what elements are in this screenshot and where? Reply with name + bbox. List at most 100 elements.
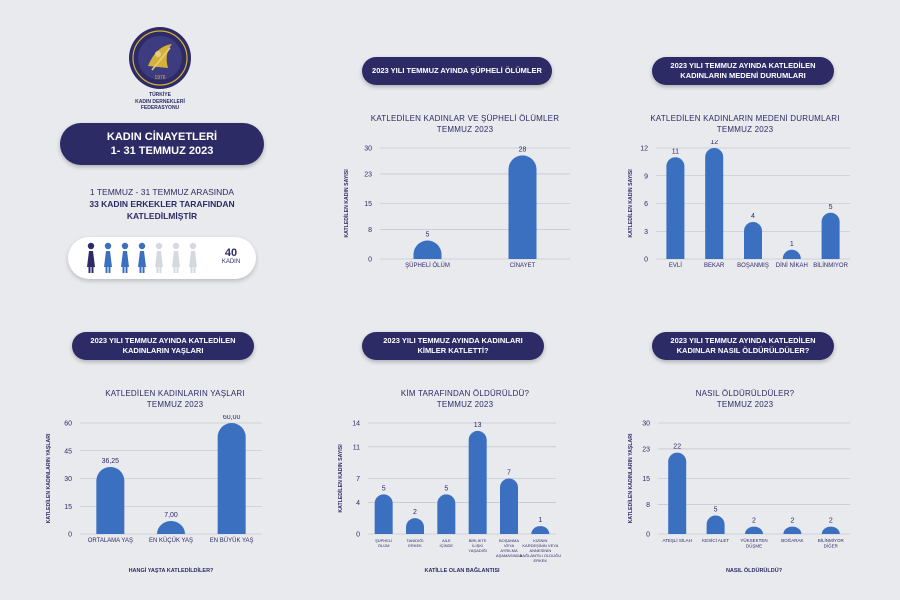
chart-title-methods: NASIL ÖLDÜRÜLDÜLER? TEMMUZ 2023 [695, 389, 795, 409]
x-tick-label: AYRILMA [500, 548, 518, 553]
woman-figure-icon [87, 242, 95, 273]
x-tick-label: ŞÜPHELİ ÖLÜM [405, 262, 450, 269]
data-label: 7 [507, 470, 511, 477]
section-title-ages: 2023 YILI TEMMUZ AYINDA KATLEDİLEN KADIN… [72, 332, 254, 360]
y-tick-label: 23 [642, 446, 650, 453]
x-tick-label: EVLİ [669, 262, 682, 269]
y-tick-label: 15 [642, 476, 650, 483]
bar [157, 521, 185, 534]
x-tick-label: KARDEŞİNİN VEYA [522, 543, 558, 548]
bar [744, 222, 762, 259]
x-tick-label: ATEŞLİ SİLAH [662, 537, 691, 543]
x-tick-label: İÇİNDE [440, 543, 454, 548]
bar [666, 157, 685, 259]
x-tick-label: CİNAYET [510, 262, 536, 269]
data-label: 5 [829, 204, 833, 211]
y-tick-label: 8 [368, 227, 372, 234]
data-label: 7,00 [164, 512, 178, 519]
logo-year: 1976 [154, 75, 165, 81]
chart-title-ages: KATLEDİLEN KADINLARIN YAŞLARI TEMMUZ 202… [105, 389, 245, 409]
federation-emblem-icon: 1976 [129, 27, 191, 89]
x-tick-label: DÜŞME [746, 543, 762, 549]
woman-figure-icon [189, 242, 197, 273]
bar [413, 240, 442, 259]
x-tick-label: ERKEK [534, 558, 548, 563]
chart-methods: KATLEDİLEN KADINLARIN YAŞLARI0815233022A… [627, 421, 850, 574]
data-label: 2 [413, 509, 417, 516]
x-tick-label: BOŞANMA [499, 538, 519, 543]
x-tick-label: BEKAR [704, 263, 725, 269]
figures-row [87, 242, 197, 273]
data-label: 5 [426, 232, 430, 239]
logo: 1976 [128, 26, 192, 90]
x-tick-label: BOŞANMIŞ [737, 263, 769, 269]
victim-counter: 40 KADIN [68, 237, 256, 279]
bar [745, 526, 763, 534]
woman-figure-icon [104, 242, 112, 273]
y-tick-label: 0 [68, 532, 72, 539]
data-label: 5 [444, 485, 448, 492]
x-axis-label: NASIL ÖLDÜRÜLDÜ? [726, 567, 783, 574]
data-label: 4 [751, 213, 755, 220]
data-label: 60,00 [223, 415, 241, 421]
x-tick-label: İLİŞKİ [472, 543, 483, 548]
data-label: 5 [382, 485, 386, 492]
data-label: 13 [474, 422, 482, 429]
chart-title-marital: KATLEDİLEN KADINLARIN MEDENİ DURUMLARI T… [650, 114, 840, 134]
chart-ages: KATLEDİLEN KADINLARIN YAŞLARI 0 15 30 45 60 36… [45, 415, 262, 574]
y-axis-label: KATLEDİLEN KADINLARIN YAŞLARI [45, 433, 52, 523]
bar [783, 526, 802, 534]
bar [706, 515, 725, 534]
bar [437, 494, 456, 534]
data-label: 5 [714, 507, 718, 514]
main-title: KADIN CİNAYETLERİ 1- 31 TEMMUZ 2023 [60, 123, 264, 165]
data-label: 36,25 [102, 458, 120, 465]
y-tick-label: 23 [364, 171, 372, 178]
x-tick-label: EN BÜYÜK YAŞ [210, 537, 254, 544]
bar [96, 466, 125, 534]
woman-figure-icon [138, 242, 146, 273]
y-tick-label: 11 [353, 444, 360, 451]
x-tick-label: ANNESİNİN [529, 548, 551, 553]
data-label: 11 [672, 148, 679, 155]
x-tick-label: DİNİ NİKAH [776, 262, 808, 269]
bar [668, 452, 687, 534]
bar [500, 478, 518, 534]
data-label: 2 [752, 518, 756, 525]
x-tick-label: EN KÜÇÜK YAŞ [149, 537, 193, 544]
data-label: 1 [538, 517, 542, 524]
bar [468, 430, 487, 534]
data-label: 12 [710, 140, 718, 146]
y-tick-label: 4 [356, 500, 360, 507]
x-tick-label: BİLİNMİYOR [818, 537, 845, 543]
bar [217, 423, 246, 534]
summary-text: 1 TEMMUZ - 31 TEMMUZ ARASINDA 33 KADIN E… [89, 187, 235, 221]
x-tick-label: ERKEK [408, 543, 422, 548]
y-tick-label: 9 [644, 173, 648, 180]
bar [531, 526, 550, 534]
woman-figure-icon [121, 242, 129, 273]
y-axis-label: KATLEDİLEN KADIN SAYISI [343, 169, 350, 238]
data-label: 2 [790, 518, 794, 525]
org-name: TÜRKİYE KADIN DERNEKLERİ FEDERASYONU [135, 92, 185, 111]
data-label: 2 [829, 518, 833, 525]
y-tick-label: 3 [644, 229, 648, 236]
x-tick-label: BİLİNMIYOR [813, 262, 848, 269]
woman-figure-icon [155, 242, 163, 273]
chart-perpetrators: KATLEDİLEN KADIN SAYISI 0 4 7 11 14 5 ŞÜPHELİÖL… [337, 421, 561, 575]
x-tick-label: AŞAMASINDA [496, 553, 523, 558]
x-tick-label: KIZININ [533, 538, 547, 543]
x-tick-label: DİĞER [824, 543, 839, 549]
x-tick-label: ORTALAMA YAŞ [88, 538, 133, 544]
y-tick-label: 7 [356, 476, 360, 483]
x-tick-label: ÖLÜM [378, 543, 390, 548]
section-title-suspicious: 2023 YILI TEMMUZ AYINDA ŞÜPHELİ ÖLÜMLER [362, 57, 552, 85]
x-tick-label: YAŞADIĞI [468, 548, 487, 553]
x-tick-label: AİLE [442, 538, 451, 543]
x-tick-label: BİRLİKTE [469, 538, 487, 543]
chart-marital-status: KATLEDİLEN KADIN SAYISI 0 3 6 9 12 11 EVLİ 12 BEK… [627, 140, 850, 269]
x-tick-label: BOĞARAK [781, 537, 803, 543]
section-title-methods: 2023 YILI TEMMUZ AYINDA KATLEDİLEN KADIN… [652, 332, 834, 360]
bar [374, 494, 393, 534]
bar [406, 518, 424, 534]
